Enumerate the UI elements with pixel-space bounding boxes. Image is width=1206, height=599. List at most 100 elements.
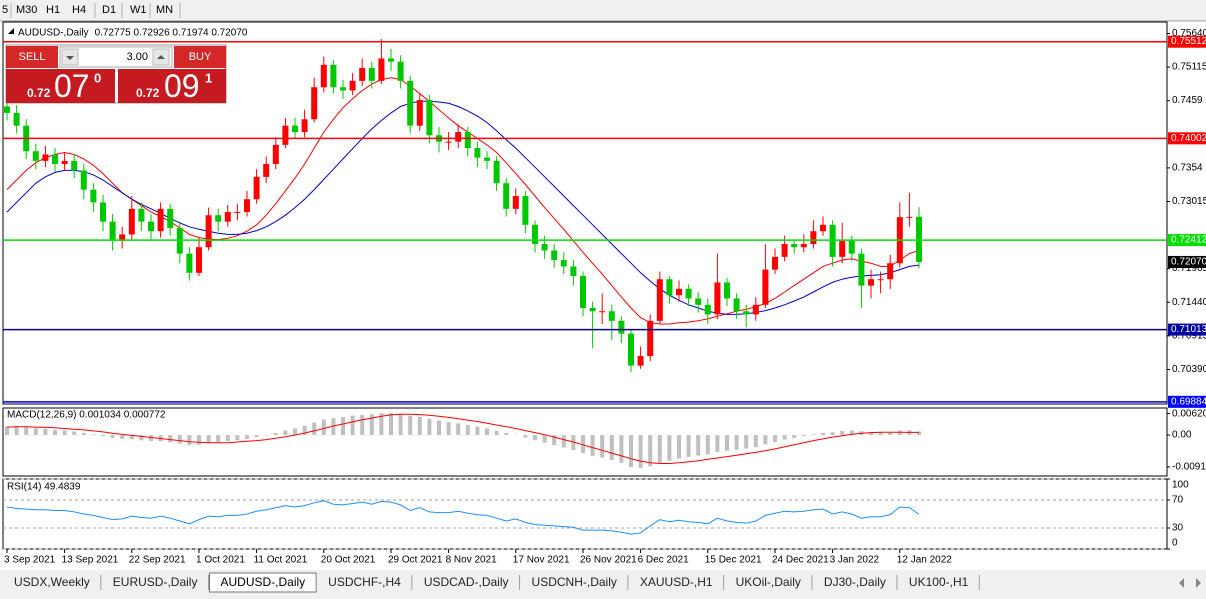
tab[interactable] [3,573,101,592]
macd-bar [456,423,461,436]
macd-bar [590,435,595,456]
timeframe[interactable]: 5 [2,4,8,16]
tab-scroll-left[interactable] [1179,578,1184,588]
candle-body [906,216,913,218]
candle-body [215,215,222,222]
sell-label[interactable]: SELL [19,51,46,63]
timeframe[interactable]: H4 [72,4,86,16]
macd-bar [475,426,480,436]
x-tick-label: 15 Dec 2021 [705,555,762,566]
macd-bar [542,435,547,443]
macd-bar [465,425,470,436]
tab-label[interactable]: UKOil-,Daily [736,575,801,589]
macd-bar [552,435,557,446]
candle-body [666,279,673,296]
candle-body [618,320,625,334]
tab[interactable] [101,573,209,592]
candle-body [167,208,174,229]
tab-label[interactable]: AUDUSD-,Daily [220,575,305,589]
sell-button[interactable] [6,46,58,68]
tab[interactable] [897,573,980,592]
tab-label[interactable]: XAUUSD-,H1 [640,575,713,589]
candle-body [800,244,807,248]
candle-body [32,151,39,161]
macd-bar [110,435,115,438]
macd-bar [293,428,297,436]
macd-bar [43,428,48,436]
tab[interactable] [724,573,812,592]
tab-label[interactable]: USDCAD-,Daily [424,575,509,589]
macd-bar [696,435,701,456]
macd-bar [523,435,528,438]
y-tick-label: 70 [1172,495,1184,506]
candle-body [695,298,702,305]
tab-label[interactable]: EURUSD-,Daily [113,575,198,589]
tab-label[interactable]: USDCNH-,Daily [532,575,617,589]
buy-label[interactable]: BUY [189,51,212,63]
candle-body [551,250,558,261]
lots-input[interactable] [59,46,173,68]
candle-body [637,356,644,366]
candle-body [570,266,577,277]
macd-bar [398,413,403,436]
candle-body [493,160,500,184]
x-tick-label: 13 Sep 2021 [62,555,119,566]
candle-body [359,68,366,81]
up-arrow [157,55,165,59]
y-tick-label: 0.7459 [1172,95,1203,106]
plot: 0.75640 0.75115 0.7459 0.7354 0.73015 0.71965… [3,28,1206,566]
sell-price-box[interactable] [6,69,115,103]
candle-body [272,144,279,165]
macd-bar [14,426,19,436]
timeframe[interactable]: MN [156,4,173,16]
hline-label: 0.72412 [1171,235,1206,246]
buy-button[interactable] [174,46,226,68]
hline-label: 0.69884 [1171,396,1206,407]
x-tick-label: 6 Dec 2021 [638,555,690,566]
tab-scroll-right[interactable] [1196,578,1201,588]
tab-label[interactable]: UK100-,H1 [909,575,969,589]
macd-bar [360,414,365,436]
x-tick-label: 11 Oct 2021 [254,555,308,566]
candle-body [301,119,308,133]
candle-body [743,311,750,315]
macd-bar [715,435,720,453]
timeframe[interactable]: W1 [130,4,147,16]
buy-price-big: 09 [164,68,200,104]
tab[interactable] [520,573,628,592]
tab[interactable] [628,573,724,592]
tab[interactable] [317,573,412,592]
y-tick-label: 0.71440 [1172,297,1206,308]
tab[interactable] [812,573,897,592]
macd-bar [129,435,134,440]
hline-label-bg [1168,395,1206,408]
candle-body [378,58,385,81]
tab[interactable] [412,573,520,592]
tab-label[interactable]: USDCHF-,H4 [328,575,401,589]
candle-body [445,141,452,143]
candle-body [244,199,250,213]
timeframe[interactable]: H1 [46,4,60,16]
macd-bar [801,435,806,437]
hline-label: 0.74002 [1171,133,1206,144]
candle-body [733,298,740,312]
candle-body [752,304,759,315]
candle-body [820,224,826,232]
sell-price-sup: 0 [94,71,101,86]
rsi-line [6,500,920,535]
tab-label[interactable]: DJ30-,Daily [824,575,886,589]
tab-label[interactable]: USDX,Weekly [14,575,90,589]
tabs: USDX,Weekly EURUSD-,Daily AUDUSD-,Daily USD… [3,572,980,593]
y-tick-label: 100 [1172,480,1189,491]
macd-bar [417,416,422,436]
lots-value[interactable]: 3.00 [127,51,148,63]
timeframe[interactable]: D1 [102,4,116,16]
macd-bar [177,435,182,444]
candle-body [368,68,375,81]
buy-price-box[interactable] [118,69,226,103]
timeframe[interactable]: M30 [16,4,37,16]
hline-label: 0.71013 [1171,324,1206,335]
candle-body [829,224,836,257]
macd-bar [216,435,221,443]
